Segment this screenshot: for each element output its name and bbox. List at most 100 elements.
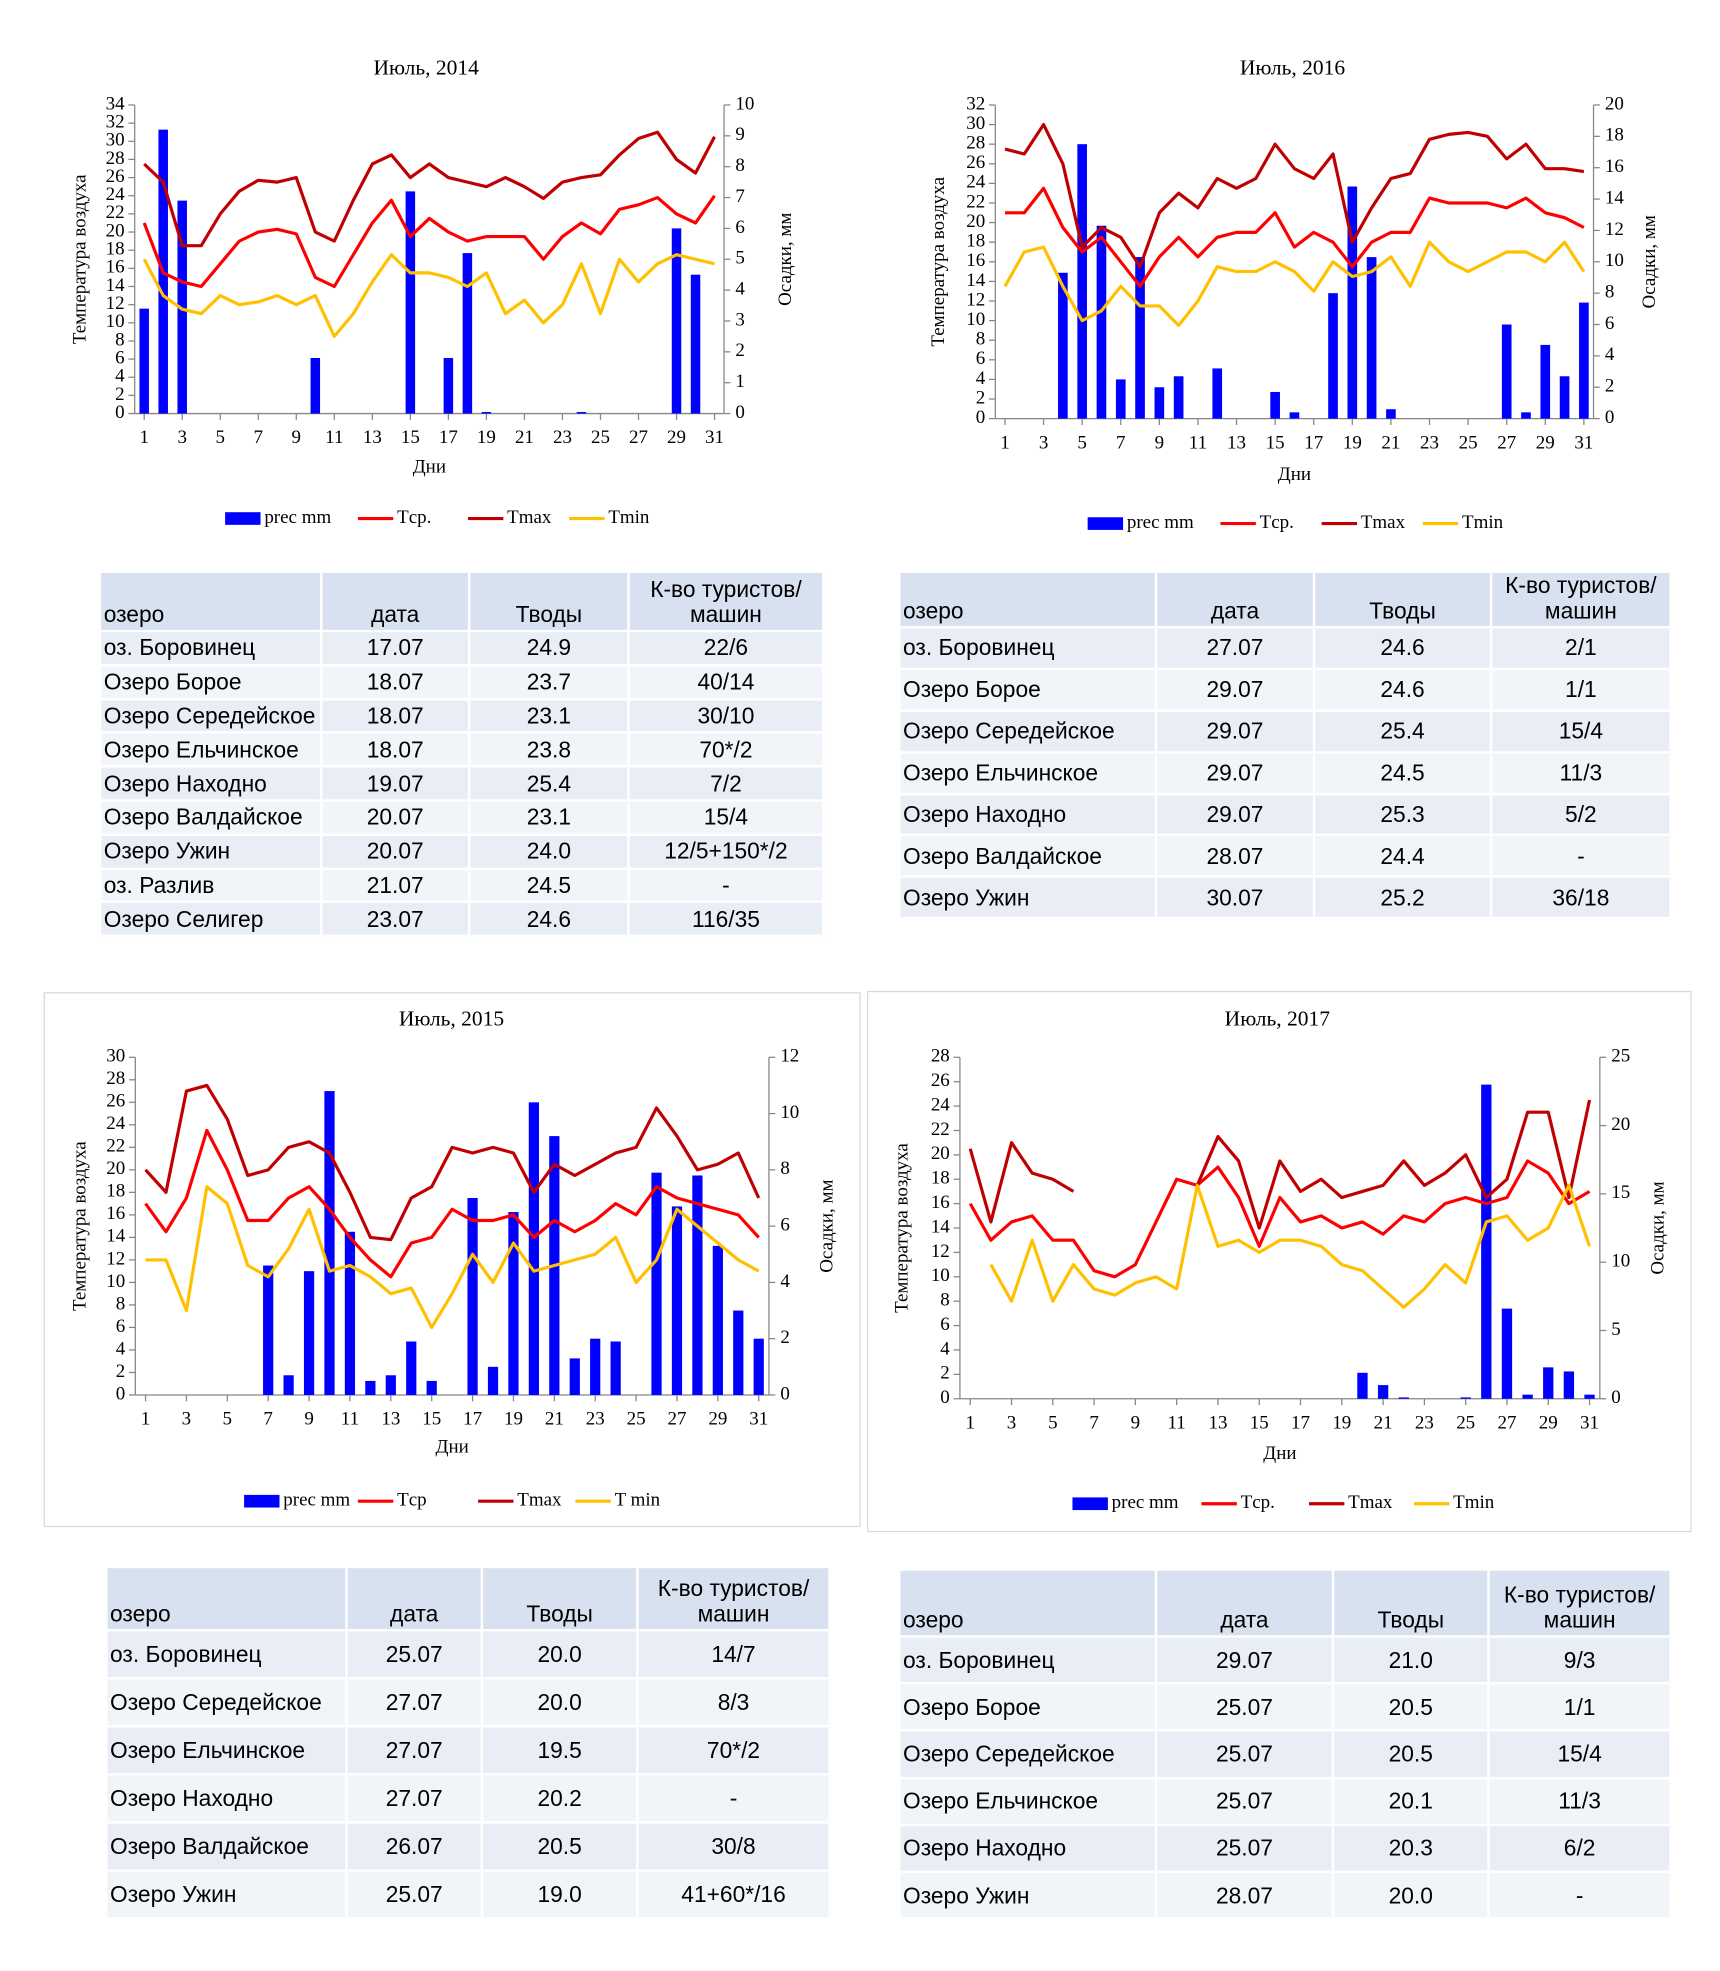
y-tick-label: 6 — [115, 347, 124, 368]
table-cell: Озеро Находно — [900, 794, 1158, 837]
table-header-cell: К-во туристов/машин — [638, 1568, 831, 1632]
y-tick-label: 28 — [931, 1046, 950, 1067]
precipitation-bar — [344, 1231, 356, 1395]
y-tick-label: 10 — [106, 1271, 125, 1292]
temperature-line — [144, 1083, 761, 1242]
temperature-line — [144, 1128, 760, 1279]
x-tick-label: 9 — [292, 427, 301, 448]
table-header-cell: дата — [347, 1568, 484, 1632]
x-tick-label: 23 — [553, 427, 572, 448]
table-row: оз. Боровинец 25.07 20.0 14/7 — [107, 1631, 831, 1680]
y-tick-label: 18 — [966, 231, 985, 252]
table-cell: Озеро Борое — [900, 1684, 1158, 1732]
chart-title: Июль, 2017 — [1225, 1007, 1331, 1031]
precipitation-bar — [1543, 1367, 1554, 1399]
x-axis-label: Дни — [436, 1436, 469, 1457]
precipitation-bar — [1501, 1308, 1513, 1399]
x-tick-label: 1 — [139, 427, 148, 448]
x-tick-label: 25 — [1459, 432, 1478, 453]
precipitation-bar — [1096, 225, 1107, 419]
table-row: Озеро Ельчинское 25.07 20.1 11/3 — [900, 1778, 1672, 1826]
table-row: Озеро Ужин 20.07 24.0 12/5+150*/2 — [101, 835, 825, 870]
y-tick-label: 28 — [106, 148, 125, 169]
y-tick-label: 2 — [116, 1361, 125, 1382]
y-tick-label: 6 — [940, 1314, 949, 1335]
table-cell: 20.0 — [1334, 1872, 1490, 1920]
table-row: оз. Разлив 21.07 24.5- — [101, 869, 825, 904]
x-tick-label: 11 — [1168, 1412, 1186, 1433]
y-tick-label: 6 — [116, 1316, 125, 1337]
y-tick-label: 18 — [106, 239, 125, 260]
table-header-cell: К-во туристов/машин — [1489, 1570, 1672, 1638]
y2-tick-label: 8 — [1605, 282, 1614, 303]
data-table: озеро дата Тводы К-во туристов/машин оз. Бор… — [107, 1568, 831, 1920]
table-row: Озеро Валдайское 26.07 20.5 30/8 — [107, 1823, 831, 1872]
legend-label: Tmax — [507, 507, 552, 528]
precipitation-bar — [1270, 391, 1280, 419]
table-cell: оз. Боровинец — [900, 628, 1158, 671]
y-tick-label: 8 — [976, 329, 985, 350]
x-tick-label: 11 — [341, 1409, 359, 1430]
precipitation-bar — [1212, 368, 1223, 419]
x-tick-label: 1 — [1000, 432, 1009, 453]
table-cell: Озеро Борое — [900, 670, 1158, 712]
temperature-line — [1004, 122, 1585, 269]
y-tick-label: 32 — [106, 111, 125, 132]
y-tick-label: 28 — [966, 133, 985, 154]
x-tick-label: 7 — [263, 1409, 272, 1430]
table-cell: 24.5 — [1315, 753, 1493, 795]
y-tick-label: 28 — [106, 1068, 125, 1089]
x-tick-label: 21 — [515, 427, 534, 448]
table-cell: 30/10 — [629, 700, 825, 735]
table-cell: 21.07 — [322, 869, 471, 904]
x-tick-label: 15 — [401, 427, 420, 448]
x-axis-label: Дни — [413, 456, 446, 477]
table-row: Озеро Ужин 25.07 19.0 41+60*/16 — [107, 1871, 831, 1920]
precipitation-bar — [443, 358, 454, 414]
table-cell: 27.07 — [347, 1679, 484, 1728]
table-cell: 24.9 — [470, 632, 630, 667]
precipitation-bar — [1135, 257, 1145, 419]
table-cell: 41+60*/16 — [638, 1871, 831, 1920]
table-cell: 25.3 — [1315, 794, 1493, 837]
table-cell: 30/8 — [638, 1823, 831, 1872]
table-cell: 40/14 — [629, 666, 825, 701]
table-cell: Озеро Ужин — [900, 1872, 1158, 1920]
precipitation-bar — [139, 308, 149, 414]
y-tick-label: 22 — [106, 202, 125, 223]
y-tick-label: 12 — [931, 1241, 950, 1262]
table-header-cell: дата — [1157, 1570, 1335, 1638]
table-cell: 29.07 — [1157, 711, 1316, 754]
table-cell: Озеро Находно — [101, 767, 323, 802]
x-tick-label: 29 — [667, 427, 686, 448]
y2-tick-label: 8 — [780, 1158, 789, 1179]
precipitation-bar — [1540, 344, 1551, 419]
precipitation-bar — [1058, 272, 1068, 419]
y-tick-label: 24 — [931, 1094, 950, 1115]
x-tick-label: 5 — [1077, 432, 1086, 453]
precipitation-bar — [690, 274, 701, 414]
table-cell: Озеро Ужин — [900, 878, 1158, 920]
table-cell: 25.07 — [1157, 1778, 1335, 1826]
precipitation-bar — [590, 1338, 601, 1395]
y-tick-label: 0 — [976, 407, 985, 428]
x-tick-label: 25 — [1456, 1412, 1475, 1433]
table-cell: 14/7 — [638, 1631, 831, 1680]
table-cell: 25.07 — [1157, 1731, 1335, 1779]
y-tick-label: 30 — [106, 1046, 125, 1067]
table-row: Озеро Ужин 28.07 20.0- — [900, 1872, 1672, 1920]
x-tick-label: 29 — [1539, 1412, 1558, 1433]
y2-tick-label: 4 — [780, 1271, 790, 1292]
table-cell: 15/4 — [1489, 1731, 1672, 1779]
x-tick-label: 31 — [1580, 1412, 1599, 1433]
table-row: Озеро Середейское 18.07 23.1 30/10 — [101, 700, 825, 735]
y-tick-label: 8 — [940, 1290, 949, 1311]
table-cell: 25.07 — [1157, 1825, 1335, 1873]
precipitation-bar — [1328, 293, 1338, 419]
table-header-cell: К-во туристов/ машин — [1492, 572, 1672, 629]
table-cell: 8/3 — [638, 1679, 831, 1728]
y-tick-label: 26 — [931, 1070, 950, 1091]
x-tick-label: 3 — [1039, 432, 1048, 453]
table-cell: оз. Боровинец — [900, 1637, 1158, 1685]
table-cell: 20.07 — [322, 801, 471, 836]
